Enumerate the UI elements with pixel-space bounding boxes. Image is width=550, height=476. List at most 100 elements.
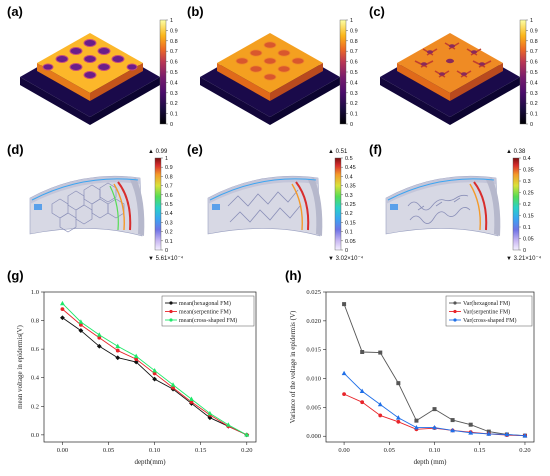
colorbar-tick-label: 0.9 <box>170 28 178 34</box>
data-point <box>207 415 213 421</box>
panel-label-b: (b) <box>187 4 204 19</box>
colorbar-f: ▲ 0.38 0.4 0.35 0.3 0.25 0.2 0.15 0.1 0.05 0 ▼ 3… <box>506 149 542 262</box>
legend-box <box>161 295 255 327</box>
x-axis-label: depth(mm) <box>134 458 166 466</box>
legend-entry: Var(cross-shaped FM) <box>463 317 517 324</box>
colorbar-a: 1 0.9 0.8 0.7 0.6 0.5 0.4 0.3 0.2 0.1 0 <box>159 18 178 128</box>
data-point <box>522 433 528 438</box>
y-tick-label: 0.010 <box>306 376 321 383</box>
colorbar-tick-label: 0.2 <box>345 211 353 217</box>
colorbar-c-ticks: 1 0.9 0.8 0.7 0.6 0.5 0.4 0.3 0.2 0.1 0 <box>526 18 538 128</box>
y-tick-label: 0.020 <box>306 318 321 325</box>
data-point <box>468 430 474 435</box>
colorbar-e-ticks: 0.5 0.45 0.4 0.35 0.3 0.25 0.2 0.15 0.1 0.05 0 <box>341 156 356 254</box>
colorbar-tick-label: 0.3 <box>170 91 178 97</box>
colorbar-tick-label: 0.1 <box>530 112 538 118</box>
colorbar-tick-label: 0.9 <box>350 28 358 34</box>
colorbar-a-ticks: 1 0.9 0.8 0.7 0.6 0.5 0.4 0.3 0.2 0.1 0 <box>166 18 178 128</box>
data-point <box>60 315 65 321</box>
data-point <box>396 419 401 424</box>
data-point <box>96 343 102 349</box>
colorbar-tick-label: 0.8 <box>165 174 173 180</box>
x-tick-label: 0.20 <box>241 447 252 454</box>
legend-marker <box>169 318 173 322</box>
colorbar-tick-label: 0.45 <box>345 165 356 171</box>
data-point <box>414 424 419 430</box>
colorbar-e-max: ▲ 0.51 <box>328 149 348 155</box>
panel-label-c: (c) <box>369 4 385 19</box>
colorbar-c: 1 0.9 0.8 0.7 0.6 0.5 0.4 0.3 0.2 0.1 0 <box>519 18 538 128</box>
plot-frame <box>325 291 535 443</box>
colorbar-f-min: ▼ 3.21×10⁻⁴ <box>506 255 542 262</box>
colorbar-e: ▲ 0.51 0.50.450.40.350.30.250.20.150.10.… <box>328 149 364 262</box>
data-point <box>189 400 194 404</box>
colorbar-tick-label: 1 <box>165 156 168 162</box>
colorbar-tick-label: 0.5 <box>530 70 538 76</box>
data-point <box>341 370 347 376</box>
colorbar-d-max: ▲ 0.99 <box>148 149 168 155</box>
colorbar-tick-label: 0.3 <box>350 91 358 97</box>
data-point <box>78 322 83 327</box>
colorbar-tick-label: 0.05 <box>345 239 356 245</box>
x-tick-label: 0.10 <box>149 447 160 454</box>
colorbar-tick-label: 0 <box>345 248 348 254</box>
y-tick-label: 0.005 <box>306 404 321 411</box>
data-point <box>152 376 158 382</box>
colorbar-tick-label: 1 <box>530 18 533 24</box>
colorbar-tick-label: 0.3 <box>345 193 353 199</box>
data-point <box>97 335 102 340</box>
colorbar-tick-label: 0.9 <box>165 165 173 171</box>
data-point <box>244 432 250 437</box>
block-figure-c <box>380 33 520 125</box>
plot-frame <box>43 291 257 443</box>
patch-figure-e <box>207 175 323 237</box>
data-point <box>60 300 65 306</box>
data-point <box>152 367 158 373</box>
colorbar-tick-label: 0.1 <box>170 112 178 118</box>
data-point <box>60 307 65 312</box>
y-tick-label: 1.0 <box>31 289 39 296</box>
data-point <box>378 413 383 418</box>
data-point <box>78 319 84 324</box>
series-line-0 <box>62 317 247 436</box>
colorbar-tick-label: 0.4 <box>350 80 358 86</box>
data-point <box>450 418 455 423</box>
colorbar-tick-label: 0.2 <box>170 101 178 107</box>
colorbar-tick-label: 0.1 <box>345 230 353 236</box>
colorbar-tick-label: 0.8 <box>350 39 358 45</box>
colorbar-e-min: ▼ 3.02×10⁻⁴ <box>328 255 364 262</box>
colorbar-tick-label: 1 <box>350 18 353 24</box>
colorbar-tick-label: 0 <box>523 248 526 254</box>
colorbar-tick-label: 0.4 <box>165 211 173 217</box>
y-tick-label: 0.2 <box>31 403 39 410</box>
colorbar-tick-label: 0.7 <box>530 49 538 55</box>
data-point <box>504 431 510 437</box>
panel-label-f: (f) <box>369 142 382 157</box>
colorbar-tick-label: 1 <box>170 18 173 24</box>
colorbar-tick-label: 0.3 <box>523 179 531 185</box>
colorbar-tick-label: 0.35 <box>523 168 534 174</box>
patch-figure-d <box>29 175 145 237</box>
y-tick-label: 0.6 <box>31 346 40 353</box>
panel-label-h: (h) <box>285 268 302 283</box>
colorbar-b-ticks: 1 0.9 0.8 0.7 0.6 0.5 0.4 0.3 0.2 0.1 0 <box>346 18 358 128</box>
data-point <box>152 371 157 376</box>
y-tick-label: 0.015 <box>306 347 321 354</box>
y-tick-label: 0.4 <box>31 375 40 382</box>
colorbar-d: ▲ 0.99 1 0.9 0.8 0.7 0.6 0.5 0.4 0.3 0.2 0.1 0 ▼ 5… <box>148 149 184 262</box>
data-point <box>396 381 401 386</box>
colorbar-tick-label: 0.4 <box>170 80 178 86</box>
data-point <box>342 392 346 397</box>
data-point <box>115 348 120 353</box>
colorbar-d-ticks: 1 0.9 0.8 0.7 0.6 0.5 0.4 0.3 0.2 0.1 0 <box>161 156 173 254</box>
legend-entry: mean(cross-shaped FM) <box>179 317 237 324</box>
legend-marker <box>169 309 173 314</box>
colorbar-tick-label: 0 <box>350 122 353 128</box>
colorbar-tick-label: 0.7 <box>165 184 173 190</box>
panel-label-d: (d) <box>7 142 24 157</box>
colorbar-f-ticks: 0.4 0.35 0.3 0.25 0.2 0.15 0.1 0.05 0 <box>519 156 534 254</box>
data-point <box>133 353 139 359</box>
chart-mean-voltage: 0.00 0.05 0.10 0.15 0.20 0.0 0.2 0.4 0.6 0.8 1.0 de… <box>16 289 257 466</box>
colorbar-tick-label: 0.2 <box>530 101 538 107</box>
panel-label-g: (g) <box>7 268 24 283</box>
